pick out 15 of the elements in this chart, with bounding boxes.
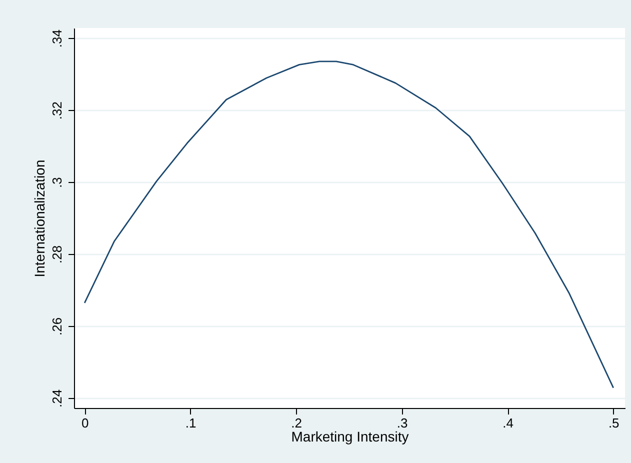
x-tick-label: .2 [291,416,302,430]
line-series [84,60,614,389]
x-tick-label: .4 [502,416,514,430]
y-tick-label: .28 [50,245,64,264]
y-axis-title: Internationalization [32,160,48,278]
x-tick-label: .5 [608,416,620,430]
y-tick-label: .26 [50,317,64,336]
y-tick-label: .3 [50,177,64,188]
x-tick-label: 0 [81,416,89,430]
y-tick-label: .32 [50,102,64,120]
x-tick-label: .1 [185,416,196,430]
y-tick-label: .24 [50,389,64,408]
x-axis-title: Marketing Intensity [291,428,409,444]
y-tick-label: .34 [50,30,64,48]
x-tick-label: .3 [396,416,408,430]
